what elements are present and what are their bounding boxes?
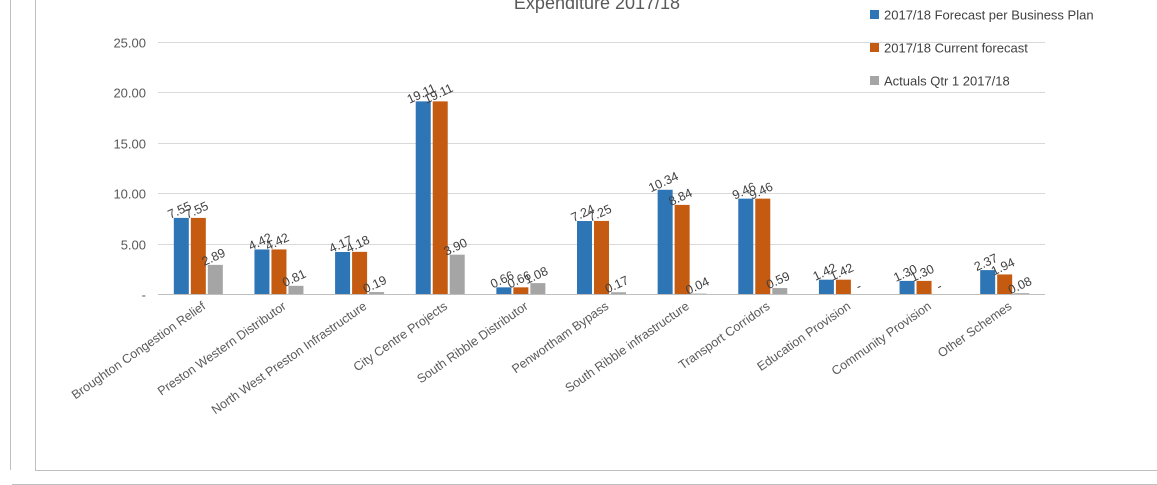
bar [415, 101, 431, 294]
bar [818, 279, 834, 294]
y-tick-label: - [142, 288, 146, 303]
bar [1014, 293, 1030, 294]
bar [449, 254, 465, 294]
chart-title: Expenditure 2017/18 [514, 0, 680, 13]
y-tick-label: 5.00 [121, 238, 146, 253]
bar [530, 283, 546, 294]
legend-swatch [870, 43, 879, 52]
y-tick-label: 20.00 [113, 86, 146, 101]
chart-area: Expenditure 2017/18 - 5.00 10.00 15.00 20.00… [69, 0, 1093, 417]
bar [657, 189, 673, 294]
y-tick-label: 10.00 [113, 187, 146, 202]
bar [173, 217, 189, 294]
bar [916, 280, 932, 294]
bar [513, 287, 529, 294]
bar [288, 285, 304, 294]
gridlines [158, 42, 1045, 295]
bar [577, 221, 592, 294]
data-label: - [935, 279, 945, 293]
y-tick-label: 15.00 [113, 137, 146, 152]
legend: 2017/18 Forecast per Business Plan 2017/1… [870, 8, 1094, 89]
bar [997, 274, 1013, 294]
bar [755, 198, 771, 294]
x-tick-label: Other Schemes [935, 299, 1014, 360]
bars [173, 101, 1030, 294]
bar [496, 287, 512, 294]
bar [980, 270, 996, 294]
y-tick-label: 25.00 [113, 36, 146, 51]
x-tick-label: North West Preston Infrastructure [209, 299, 369, 417]
y-axis-ticks: - 5.00 10.00 15.00 20.00 25.00 [113, 36, 146, 303]
bar [738, 198, 754, 294]
legend-label: 2017/18 Forecast per Business Plan [884, 8, 1094, 23]
bar [432, 101, 448, 294]
bar [674, 204, 690, 294]
bar [352, 251, 368, 294]
x-tick-label: Broughton Congestion Relief [69, 299, 208, 402]
bar [369, 292, 385, 294]
bar [899, 280, 915, 294]
bar [271, 249, 287, 294]
legend-swatch [870, 76, 879, 85]
x-tick-label: Preston Western Distributor [155, 299, 289, 398]
bar [772, 288, 788, 294]
bar [207, 264, 223, 294]
bar [611, 292, 626, 294]
legend-label: 2017/18 Current forecast [884, 41, 1028, 56]
bar [835, 279, 851, 294]
bar [190, 217, 206, 294]
data-label: - [854, 279, 864, 293]
legend-label: Actuals Qtr 1 2017/18 [884, 74, 1010, 89]
bar [254, 249, 270, 294]
bar [594, 220, 609, 294]
bar [335, 251, 351, 294]
legend-swatch [870, 10, 879, 19]
